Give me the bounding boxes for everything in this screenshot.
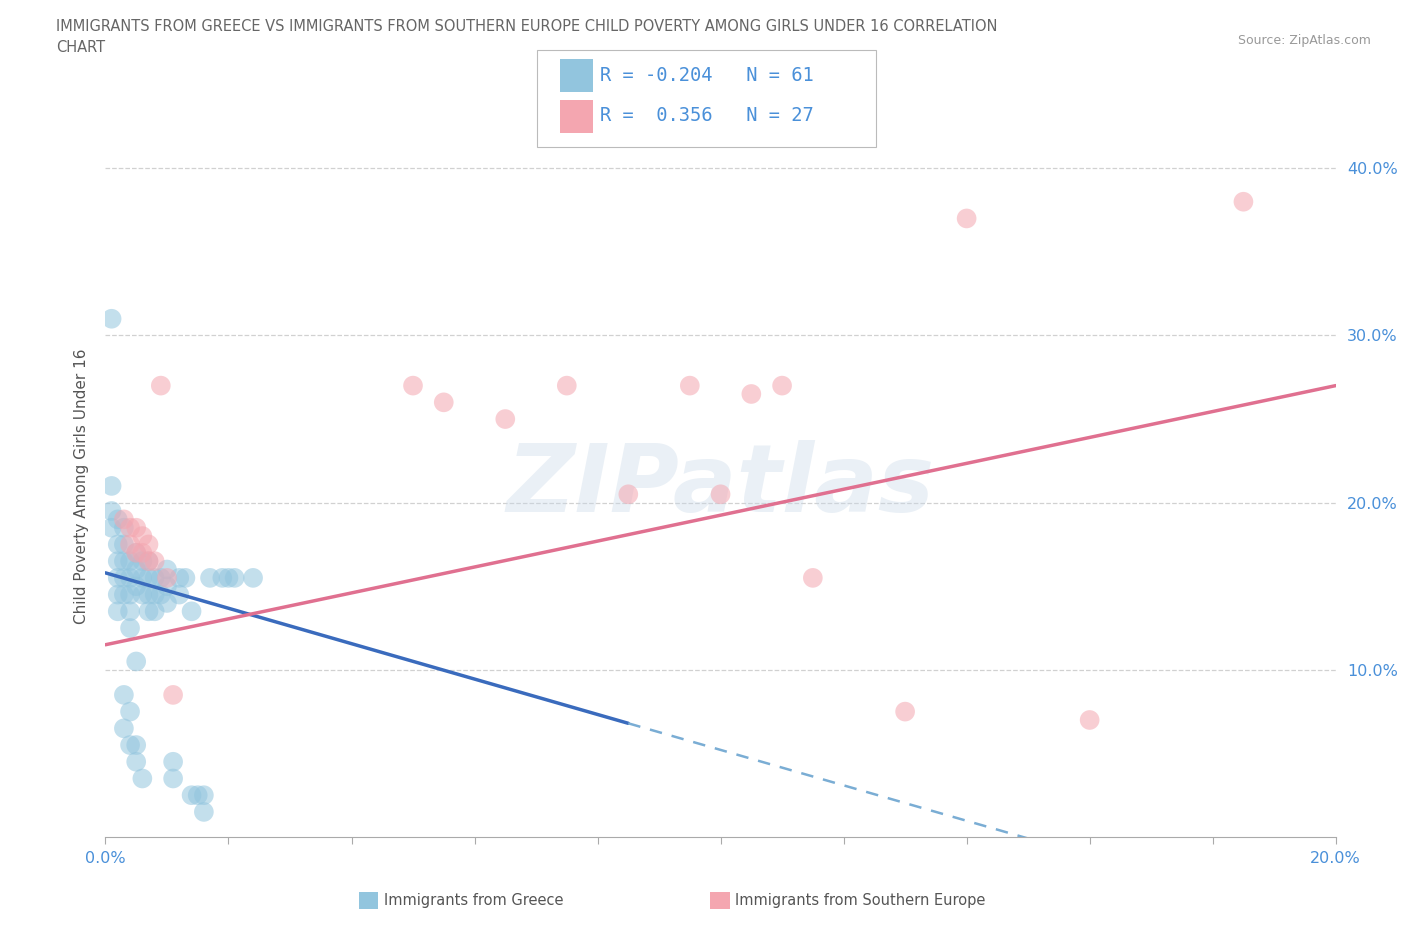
Point xyxy=(107,537,129,551)
Point xyxy=(120,537,141,551)
Point xyxy=(138,553,160,568)
Point xyxy=(1078,712,1101,727)
Point xyxy=(162,754,184,769)
Point xyxy=(107,570,129,585)
Point xyxy=(402,379,425,393)
Point xyxy=(770,379,793,393)
Point xyxy=(710,486,733,501)
Point xyxy=(138,553,160,568)
Point xyxy=(112,587,135,602)
Point xyxy=(138,570,160,585)
Point xyxy=(120,520,141,535)
Point xyxy=(125,578,148,593)
Point xyxy=(224,570,246,585)
Point xyxy=(125,545,148,560)
Point xyxy=(617,486,640,501)
Point xyxy=(131,570,153,585)
Point xyxy=(149,570,172,585)
Point xyxy=(100,520,122,535)
Point xyxy=(125,520,148,535)
Point xyxy=(218,570,240,585)
Text: IMMIGRANTS FROM GREECE VS IMMIGRANTS FROM SOUTHERN EUROPE CHILD POVERTY AMONG GI: IMMIGRANTS FROM GREECE VS IMMIGRANTS FRO… xyxy=(56,19,998,33)
Text: R =  0.356   N = 27: R = 0.356 N = 27 xyxy=(600,106,814,125)
Point xyxy=(107,587,129,602)
Text: Immigrants from Greece: Immigrants from Greece xyxy=(384,893,564,908)
Point xyxy=(131,587,153,602)
Point xyxy=(120,704,141,719)
Point xyxy=(138,587,160,602)
Point xyxy=(131,545,153,560)
Point xyxy=(112,537,135,551)
Point xyxy=(740,387,762,402)
Point xyxy=(120,553,141,568)
Point xyxy=(125,654,148,669)
Point xyxy=(131,771,153,786)
Point xyxy=(138,604,160,618)
Point xyxy=(112,553,135,568)
Point xyxy=(679,379,702,393)
Text: CHART: CHART xyxy=(56,40,105,55)
Point xyxy=(149,379,172,393)
Point xyxy=(107,604,129,618)
Point xyxy=(107,512,129,526)
Point xyxy=(180,604,202,618)
Point xyxy=(801,570,824,585)
Point xyxy=(112,687,135,702)
Point xyxy=(174,570,197,585)
Point xyxy=(242,570,264,585)
Text: Source: ZipAtlas.com: Source: ZipAtlas.com xyxy=(1237,34,1371,47)
Point xyxy=(107,553,129,568)
Text: R = -0.204   N = 61: R = -0.204 N = 61 xyxy=(600,66,814,85)
Point xyxy=(211,570,233,585)
Point xyxy=(120,587,141,602)
Point xyxy=(494,412,516,427)
Point xyxy=(180,788,202,803)
Point xyxy=(555,379,578,393)
Point xyxy=(120,620,141,635)
Point xyxy=(100,503,122,518)
Point xyxy=(120,737,141,752)
Point xyxy=(156,595,179,610)
Point xyxy=(162,687,184,702)
Point xyxy=(125,754,148,769)
Point xyxy=(143,604,166,618)
Text: ZIPatlas: ZIPatlas xyxy=(506,440,935,532)
Point xyxy=(112,721,135,736)
Point xyxy=(143,553,166,568)
Point xyxy=(131,553,153,568)
Point xyxy=(112,512,135,526)
Point xyxy=(131,528,153,543)
Point xyxy=(120,570,141,585)
Point xyxy=(156,578,179,593)
Point xyxy=(193,788,215,803)
Point xyxy=(112,520,135,535)
Point xyxy=(120,604,141,618)
Point xyxy=(956,211,979,226)
Point xyxy=(143,570,166,585)
Point xyxy=(156,570,179,585)
Point xyxy=(138,537,160,551)
Point xyxy=(162,771,184,786)
Point xyxy=(187,788,209,803)
Point xyxy=(193,804,215,819)
Point xyxy=(112,570,135,585)
Point xyxy=(100,479,122,494)
Point xyxy=(149,587,172,602)
Point xyxy=(1232,194,1254,209)
Point xyxy=(894,704,917,719)
Point xyxy=(169,587,191,602)
Point xyxy=(125,562,148,577)
Point xyxy=(125,737,148,752)
Point xyxy=(169,570,191,585)
Point xyxy=(100,312,122,326)
Point xyxy=(433,395,456,410)
Point xyxy=(156,562,179,577)
Y-axis label: Child Poverty Among Girls Under 16: Child Poverty Among Girls Under 16 xyxy=(75,348,90,624)
Point xyxy=(198,570,221,585)
Point xyxy=(143,587,166,602)
Point xyxy=(125,545,148,560)
Text: Immigrants from Southern Europe: Immigrants from Southern Europe xyxy=(735,893,986,908)
